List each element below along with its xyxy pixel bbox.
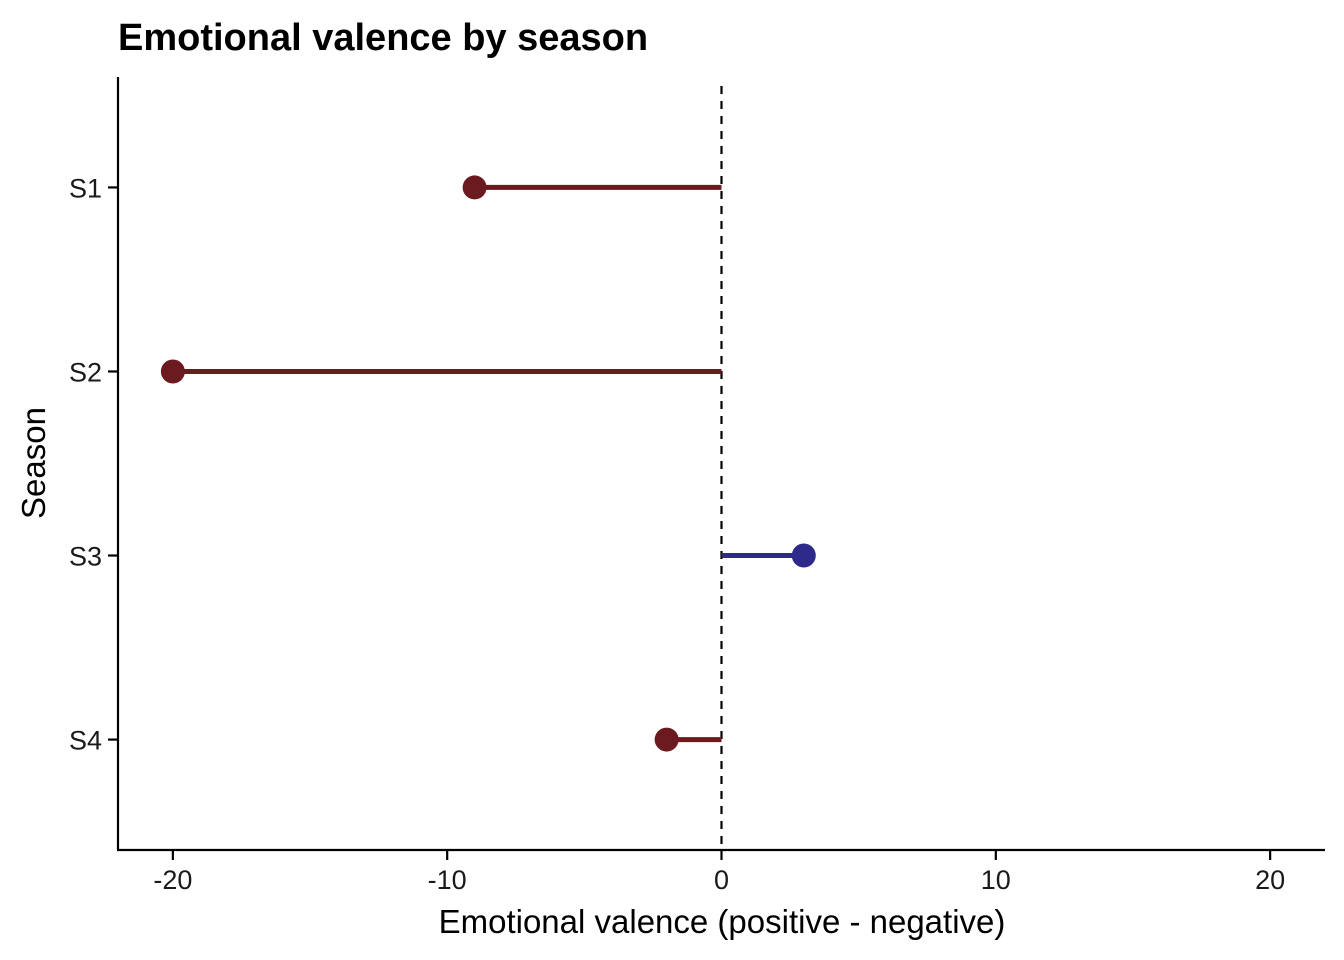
y-axis-title: Season [15,407,52,519]
x-tick-label: -20 [153,865,192,895]
x-axis-title: Emotional valence (positive - negative) [439,903,1006,940]
lollipop-point-s1 [462,175,487,200]
lollipop-point-s2 [160,359,185,384]
y-tick-label: S2 [69,357,102,387]
x-tick-label: 10 [981,865,1011,895]
y-tick-label: S3 [69,542,102,572]
lollipop-point-s4 [654,727,679,752]
plot-area: -20 -10 0 10 20 S1 S2 S3 S4 [69,77,1325,895]
lollipop-point-s3 [791,543,816,568]
x-tick-label: -10 [428,865,467,895]
x-tick-label: 0 [714,865,729,895]
chart-title: Emotional valence by season [118,17,648,59]
x-tick-label: 20 [1255,865,1285,895]
y-tick-label: S4 [69,726,102,756]
y-tick-label: S1 [69,173,102,203]
